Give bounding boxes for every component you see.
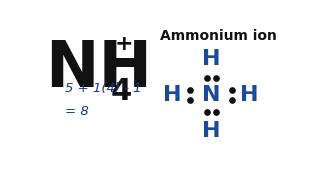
Text: Ammonium ion: Ammonium ion bbox=[160, 28, 277, 42]
Text: +: + bbox=[115, 34, 133, 54]
Text: N: N bbox=[202, 85, 220, 105]
Text: H: H bbox=[164, 85, 182, 105]
Text: H: H bbox=[240, 85, 259, 105]
Text: 4: 4 bbox=[111, 77, 132, 106]
Text: H: H bbox=[202, 121, 220, 141]
Text: NH: NH bbox=[45, 38, 152, 100]
Text: 5 + 1(4) - 1: 5 + 1(4) - 1 bbox=[65, 82, 141, 95]
Text: H: H bbox=[202, 49, 220, 69]
Text: = 8: = 8 bbox=[65, 105, 89, 118]
